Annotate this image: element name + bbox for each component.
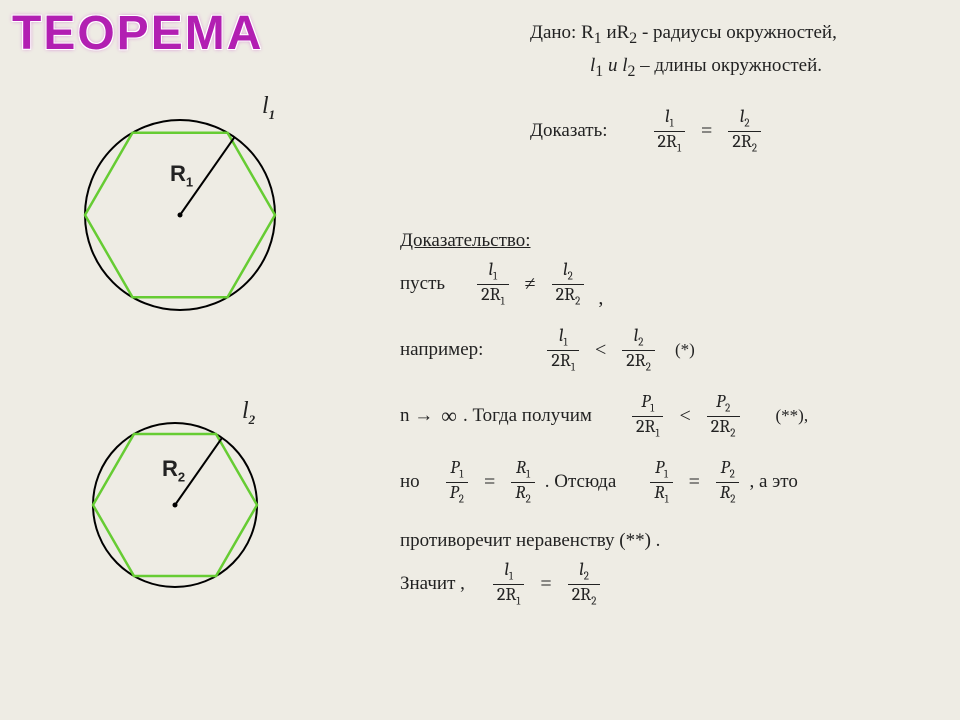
proof-line-let: пусть l1 2R1 ≠ l2 2R2 ,	[400, 254, 808, 314]
diagram-2-svg	[70, 400, 280, 610]
diagram-2: l2 R2	[70, 400, 280, 610]
preq-op: =	[478, 471, 501, 494]
eq-op: =	[695, 120, 718, 143]
diagram-2-l-label: l2	[242, 398, 255, 428]
given-line-2: l1 и l2 – длины окружностей.	[590, 51, 837, 84]
given-1b: иR	[602, 22, 630, 43]
preq2-frac-l: P1 R1	[650, 459, 672, 504]
hence-word: . Отсюда	[545, 471, 617, 493]
theorem-title: ТЕОРЕМА	[12, 6, 263, 61]
diagram-1: l1 R1	[60, 95, 300, 335]
limit-b: . Тогда получим	[463, 405, 592, 427]
lt-frac-r: l2 2R2	[622, 327, 655, 372]
prove-row: Доказать: l1 2R1 = l2 2R2	[530, 106, 767, 156]
but-word: но	[400, 471, 420, 493]
proof-line-final: Значит , l1 2R1 = l2 2R2	[400, 554, 808, 614]
given-2c: – длины окружностей.	[635, 55, 822, 76]
so-word: Значит ,	[400, 573, 465, 595]
final-frac-l: l1 2R1	[493, 561, 525, 606]
infty-symbol: ∞	[437, 403, 459, 429]
given-sub-2: 2	[629, 30, 637, 47]
prove-equation: l1 2R1 = l2 2R2	[648, 106, 768, 156]
theorem-title-text: ТЕОРЕМА	[12, 7, 263, 60]
lt-tail: (*)	[665, 340, 695, 360]
neq-op: ≠	[519, 273, 542, 296]
neq-frac-l: l1 2R1	[477, 261, 509, 306]
diagram-1-l-label: l1	[262, 93, 275, 123]
diagram-1-r-label: R1	[170, 161, 193, 189]
contradiction-line: противоречит неравенству (**) .	[400, 530, 808, 552]
limit-a: n →	[400, 405, 433, 427]
neq-tail: ,	[594, 287, 603, 314]
proof-line-limit: n → ∞ . Тогда получим P1 2R1 < P2 2R2 (*…	[400, 386, 808, 446]
given-2b: и l	[603, 55, 627, 76]
diagram-2-r-label: R2	[162, 456, 185, 484]
lt-op: <	[589, 339, 612, 362]
proof-line-hence: но P1 P2 = R1 R2 . Отсюда P1 R1 =	[400, 452, 808, 512]
plt-frac-l: P1 2R1	[632, 393, 664, 438]
given-sub-1: 1	[594, 30, 602, 47]
given-2-sub1: 1	[595, 63, 603, 80]
andthis: , а это	[749, 471, 797, 493]
proof-heading: Доказательство:	[400, 230, 808, 252]
given-block: Дано: R1 иR2 - радиусы окружностей, l1 и…	[530, 18, 837, 84]
preq-frac-r: R1 R2	[511, 459, 535, 504]
frac-l1-2r1: l1 2R1	[654, 108, 686, 153]
plt-tail: (**),	[750, 406, 809, 426]
given-1c: - радиусы окружностей,	[637, 22, 837, 43]
plt-op: <	[673, 405, 696, 428]
proof-block: Доказательство: пусть l1 2R1 ≠ l2 2R2 , …	[400, 230, 808, 614]
proof-line-eg: например: l1 2R1 < l2 2R2 (*)	[400, 320, 808, 380]
prove-label: Доказать:	[530, 120, 608, 142]
neq-frac-r: l2 2R2	[552, 261, 585, 306]
page-root: ТЕОРЕМА Дано: R1 иR2 - радиусы окружност…	[0, 0, 960, 720]
diagram-1-svg	[60, 95, 300, 335]
plt-frac-r: P2 2R2	[707, 393, 740, 438]
eg-label: например:	[400, 339, 483, 361]
final-frac-r: l2 2R2	[568, 561, 601, 606]
preq-frac-l: P1 P2	[446, 459, 468, 504]
given-1a: Дано: R	[530, 22, 594, 43]
proof-let-word: пусть	[400, 273, 445, 295]
given-line-1: Дано: R1 иR2 - радиусы окружностей,	[530, 18, 837, 51]
preq2-op: =	[683, 471, 706, 494]
frac-l2-2r2: l2 2R2	[728, 108, 761, 153]
preq2-frac-r: P2 R2	[716, 459, 740, 504]
lt-frac-l: l1 2R1	[547, 327, 579, 372]
final-op: =	[534, 573, 557, 596]
